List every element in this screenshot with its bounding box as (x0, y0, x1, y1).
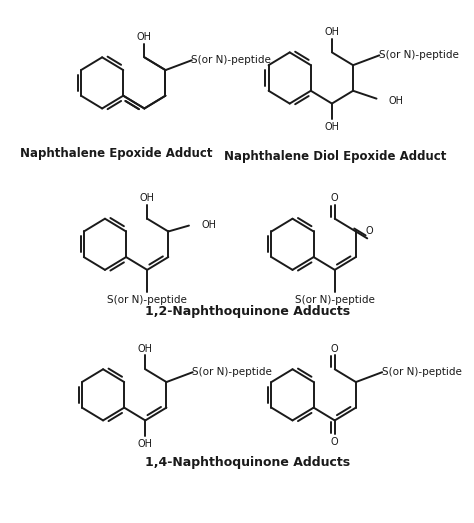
Text: OH: OH (389, 96, 404, 106)
Text: S(or N)-peptide: S(or N)-peptide (192, 367, 272, 377)
Text: OH: OH (140, 193, 155, 203)
Text: S(or N)-peptide: S(or N)-peptide (191, 55, 271, 65)
Text: 1,4-Naphthoquinone Adducts: 1,4-Naphthoquinone Adducts (145, 456, 350, 469)
Text: OH: OH (138, 439, 153, 449)
Text: S(or N)-peptide: S(or N)-peptide (107, 295, 187, 305)
Text: OH: OH (201, 220, 216, 230)
Text: OH: OH (324, 27, 339, 37)
Text: O: O (331, 344, 338, 354)
Text: Naphthalene Epoxide Adduct: Naphthalene Epoxide Adduct (20, 147, 212, 160)
Text: OH: OH (137, 31, 152, 42)
Text: S(or N)-peptide: S(or N)-peptide (382, 367, 462, 377)
Text: O: O (331, 437, 338, 447)
Text: 1,2-Naphthoquinone Adducts: 1,2-Naphthoquinone Adducts (145, 305, 350, 317)
Text: O: O (365, 226, 373, 236)
Text: Naphthalene Diol Epoxide Adduct: Naphthalene Diol Epoxide Adduct (224, 150, 446, 163)
Text: OH: OH (324, 122, 339, 132)
Text: S(or N)-peptide: S(or N)-peptide (379, 50, 459, 60)
Text: S(or N)-peptide: S(or N)-peptide (295, 295, 374, 305)
Text: O: O (331, 193, 338, 203)
Text: OH: OH (138, 344, 153, 354)
